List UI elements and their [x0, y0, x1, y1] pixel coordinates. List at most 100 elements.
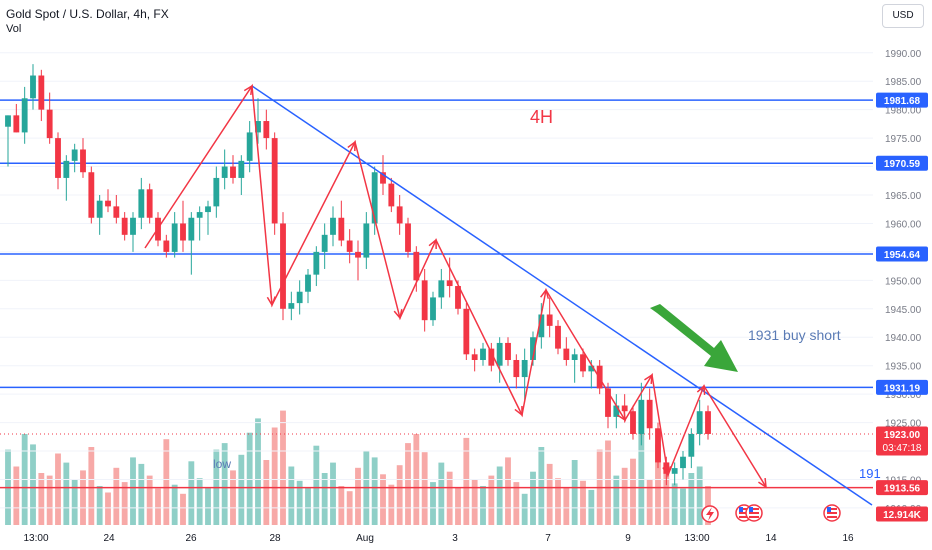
- currency-button[interactable]: USD: [882, 4, 924, 28]
- candle-body: [30, 75, 36, 99]
- time-axis: 13:00 24 26 28 Aug 3 7 9 13:00 14 16: [23, 533, 854, 544]
- time-tick-label: 14: [765, 533, 777, 544]
- candle-body: [338, 217, 345, 241]
- zigzag-arrowhead: [514, 405, 523, 417]
- volume-bar: [546, 463, 553, 525]
- us-flag-icon[interactable]: [823, 504, 841, 522]
- dividend-icon[interactable]: [701, 505, 719, 523]
- volume-bar: [538, 447, 545, 525]
- candle-body: [71, 149, 78, 161]
- candle-body: [405, 223, 411, 252]
- support-badge-bg: [876, 480, 928, 496]
- volume-bar: [180, 493, 186, 525]
- volume-bar: [563, 487, 570, 525]
- volume-bar: [488, 475, 495, 525]
- volume-bar: [263, 460, 270, 525]
- candle-body: [363, 223, 370, 258]
- countdown-badge: 03:47:18: [883, 443, 922, 454]
- candle-body: [588, 365, 595, 372]
- candle-body: [46, 109, 53, 139]
- candle-body: [80, 149, 86, 173]
- price-tick-label: 1945.00: [885, 305, 922, 316]
- flag-stripe: [827, 508, 837, 510]
- volume-bar: [171, 484, 178, 525]
- candle-body: [371, 172, 378, 224]
- volume-bar: [388, 484, 395, 525]
- volume-bar: [613, 475, 620, 525]
- price-level-badge: 1931.19: [884, 383, 921, 394]
- candle-body: [546, 314, 553, 326]
- volume-bar: [63, 462, 70, 525]
- horizontal-levels: [0, 52, 873, 509]
- volume-bar: [438, 462, 445, 525]
- volume-bar: [555, 478, 561, 525]
- event-icons[interactable]: [701, 504, 841, 523]
- candle-body: [55, 138, 61, 178]
- candle-body: [480, 348, 486, 360]
- volume-bar: [96, 486, 103, 525]
- candle-body: [5, 115, 11, 127]
- candle-body: [21, 98, 28, 133]
- volume-bar: [71, 479, 78, 525]
- candle-body: [38, 75, 45, 110]
- volume-bar: [680, 488, 686, 525]
- zigzag-arrowhead: [758, 477, 767, 489]
- volume-bar: [405, 443, 411, 525]
- candle-body: [430, 297, 436, 321]
- volume-bar: [88, 447, 95, 525]
- flag-canton: [749, 507, 753, 512]
- price-level-badge: 1981.68: [884, 96, 921, 107]
- volume-bar: [121, 482, 128, 525]
- flag-stripe: [749, 512, 759, 514]
- candle-body: [630, 411, 636, 434]
- candle-body: [580, 354, 586, 372]
- volume-bar: [113, 467, 120, 525]
- volume-bar: [296, 480, 303, 525]
- time-tick-label: 7: [545, 533, 551, 544]
- price-tick-label: 1975.00: [885, 134, 922, 145]
- candle-body: [621, 405, 628, 412]
- time-tick-label: 16: [842, 533, 854, 544]
- volume-bar: [313, 445, 320, 525]
- candle-body: [438, 280, 445, 298]
- candle-body: [563, 348, 570, 360]
- volume-bar: [138, 463, 145, 525]
- price-level-badge-bg: [876, 155, 928, 171]
- volume-bar: [238, 454, 245, 525]
- volume-bar: [530, 471, 536, 525]
- candle-body: [655, 428, 661, 463]
- candle-body: [505, 342, 511, 360]
- volume-bar: [280, 410, 286, 525]
- candle-body: [213, 177, 220, 207]
- candle-body: [355, 251, 361, 258]
- volume-badge-bg: [876, 506, 928, 522]
- candle-body: [105, 200, 111, 207]
- volume-bar: [521, 493, 528, 525]
- edge-note: 191: [859, 466, 881, 481]
- volume-bar: [188, 461, 195, 525]
- candle-body: [521, 360, 528, 378]
- volume-bar: [338, 486, 345, 525]
- volume-bar: [288, 466, 295, 525]
- volume-bar: [480, 486, 486, 525]
- volume-bar: [105, 492, 111, 525]
- candle-body: [613, 405, 620, 417]
- flag-stripe: [827, 516, 837, 518]
- flag-canton: [827, 507, 831, 512]
- time-tick-label: Aug: [356, 533, 374, 544]
- time-tick-label: 24: [103, 533, 115, 544]
- volume-bar: [646, 479, 653, 525]
- volume-bar: [496, 466, 503, 525]
- candle-body: [396, 206, 403, 224]
- candle-body: [113, 206, 120, 218]
- us-flag-icon[interactable]: [745, 504, 763, 522]
- candle-body: [463, 308, 470, 355]
- zigzag-arrowhead: [662, 466, 672, 477]
- candle-body: [88, 172, 95, 218]
- time-tick-label: 9: [625, 533, 631, 544]
- candle-body: [221, 166, 228, 178]
- candle-body: [330, 217, 336, 235]
- price-tick-label: 1940.00: [885, 333, 922, 344]
- candle-body: [96, 200, 103, 218]
